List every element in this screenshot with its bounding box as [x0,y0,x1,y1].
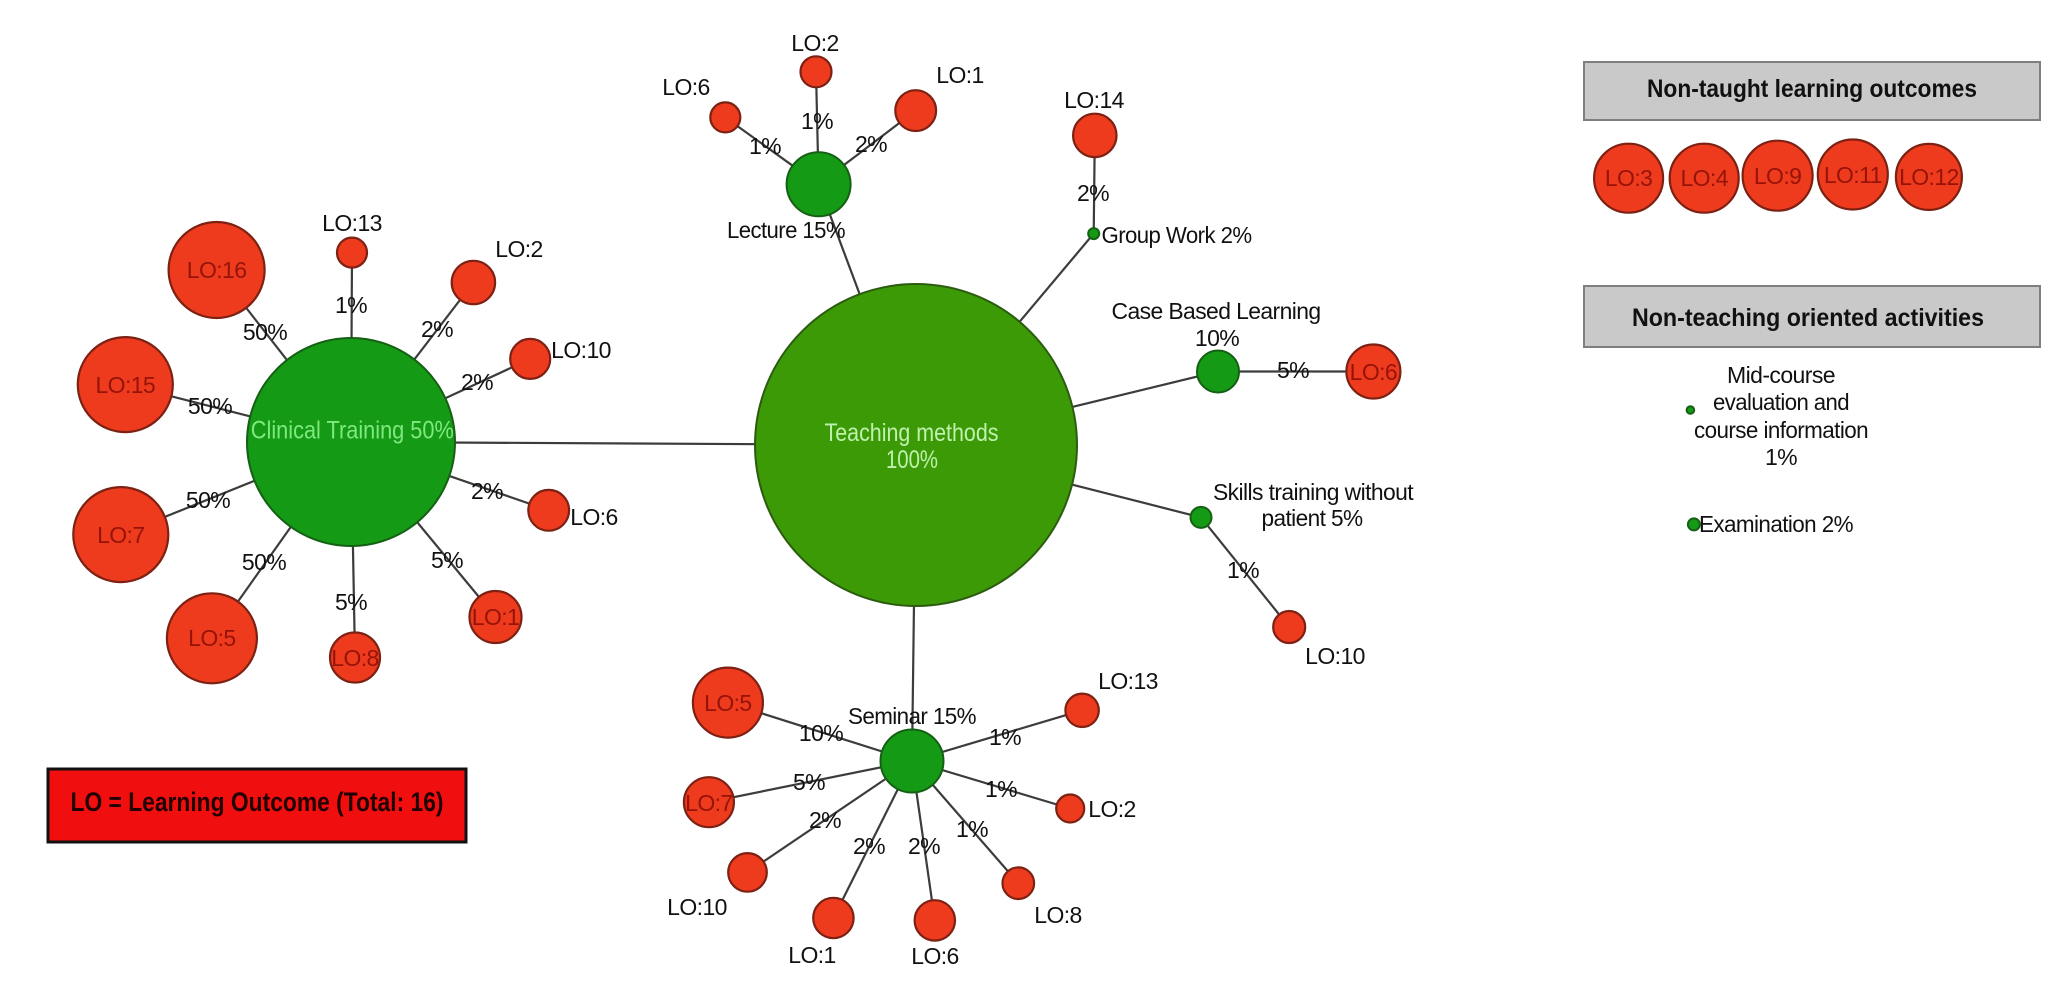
svg-text:Mid-course: Mid-course [1727,362,1835,388]
svg-text:LO:11: LO:11 [1824,162,1882,188]
svg-text:LO:13: LO:13 [1098,668,1158,694]
svg-text:LO:5: LO:5 [188,625,235,651]
svg-text:Non-teaching oriented activiti: Non-teaching oriented activities [1632,304,1984,332]
svg-text:LO:2: LO:2 [1088,796,1135,822]
svg-text:1%: 1% [1765,444,1797,470]
svg-text:2%: 2% [809,807,841,833]
svg-text:1%: 1% [1227,557,1259,583]
svg-text:LO:6: LO:6 [662,74,709,100]
svg-text:2%: 2% [421,316,453,342]
svg-text:LO:3: LO:3 [1605,165,1652,191]
svg-text:LO:16: LO:16 [187,257,247,283]
svg-text:10%: 10% [799,720,843,746]
svg-text:LO:10: LO:10 [551,337,611,363]
svg-text:LO:10: LO:10 [1305,643,1365,669]
svg-text:LO:8: LO:8 [1034,902,1081,928]
svg-text:LO:5: LO:5 [704,690,751,716]
svg-text:LO:6: LO:6 [1350,359,1397,385]
svg-text:Case Based Learning: Case Based Learning [1112,298,1321,324]
svg-text:Non-taught learning outcomes: Non-taught learning outcomes [1647,75,1977,103]
svg-text:LO:7: LO:7 [97,522,144,548]
svg-text:Lecture 15%: Lecture 15% [727,217,845,243]
svg-text:50%: 50% [243,319,287,345]
svg-text:LO:13: LO:13 [322,210,382,236]
svg-text:Teaching methods: Teaching methods [825,419,999,447]
svg-text:2%: 2% [855,131,887,157]
svg-text:2%: 2% [1077,180,1109,206]
svg-text:1%: 1% [989,724,1021,750]
svg-text:Skills training without: Skills training without [1213,479,1414,505]
svg-text:Examination 2%: Examination 2% [1699,511,1853,537]
svg-text:1%: 1% [335,292,367,318]
svg-text:5%: 5% [793,769,825,795]
svg-text:LO:1: LO:1 [472,604,519,630]
svg-text:LO:7: LO:7 [685,790,732,816]
svg-text:50%: 50% [188,393,232,419]
svg-text:Seminar 15%: Seminar 15% [848,703,976,729]
svg-text:LO:14: LO:14 [1064,87,1124,113]
svg-text:LO:1: LO:1 [788,942,835,968]
svg-text:100%: 100% [886,446,938,474]
svg-text:LO:2: LO:2 [495,236,542,262]
svg-text:2%: 2% [908,833,940,859]
svg-text:LO:6: LO:6 [911,943,958,969]
svg-text:LO:4: LO:4 [1680,165,1728,191]
svg-text:10%: 10% [1195,325,1239,351]
svg-text:LO:1: LO:1 [936,62,983,88]
svg-text:LO:2: LO:2 [791,30,838,56]
svg-text:LO = Learning Outcome (Total:: LO = Learning Outcome (Total: 16) [71,787,444,817]
svg-text:2%: 2% [461,369,493,395]
svg-text:1%: 1% [749,133,781,159]
svg-text:LO:10: LO:10 [667,894,727,920]
svg-text:LO:8: LO:8 [331,645,378,671]
svg-text:LO:9: LO:9 [1754,163,1801,189]
svg-text:LO:6: LO:6 [570,504,617,530]
svg-text:2%: 2% [853,833,885,859]
svg-text:5%: 5% [335,589,367,615]
svg-text:LO:15: LO:15 [95,372,155,398]
svg-text:course information: course information [1694,417,1868,443]
svg-text:Clinical Training 50%: Clinical Training 50% [251,417,454,445]
svg-text:50%: 50% [186,487,230,513]
svg-text:2%: 2% [471,478,503,504]
svg-text:50%: 50% [242,549,286,575]
svg-text:patient 5%: patient 5% [1262,505,1363,531]
svg-text:Group Work 2%: Group Work 2% [1102,222,1252,248]
svg-text:1%: 1% [956,816,988,842]
svg-text:1%: 1% [985,776,1017,802]
svg-text:5%: 5% [431,547,463,573]
svg-text:evaluation and: evaluation and [1713,389,1849,415]
svg-text:1%: 1% [801,108,833,134]
svg-text:LO:12: LO:12 [1899,164,1959,190]
svg-text:5%: 5% [1277,357,1309,383]
